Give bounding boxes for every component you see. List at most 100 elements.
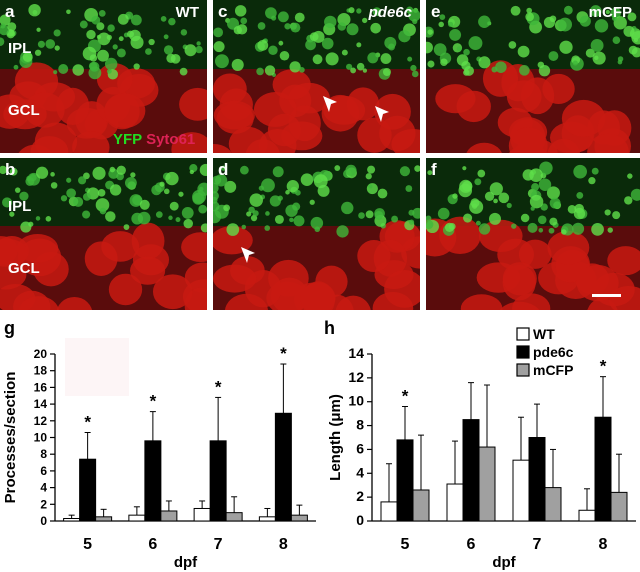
y-tick-label: 8 (356, 417, 364, 433)
y-tick-label: 2 (40, 497, 47, 511)
panel-label-a: a (5, 2, 15, 21)
yfp-label: YFP (113, 131, 142, 148)
legend-label: mCFP (533, 362, 573, 378)
micrograph-image (213, 158, 420, 310)
bar-pde6c (396, 439, 414, 522)
y-tick-label: 0 (40, 514, 47, 528)
bar-pde6c (79, 458, 97, 522)
y-tick-label: 18 (34, 364, 48, 378)
arrowhead-icon (241, 247, 255, 263)
micrograph-image (213, 0, 420, 153)
bar-wt (63, 517, 81, 522)
legend-swatch (516, 327, 530, 341)
bar-mcfp (290, 514, 308, 522)
bar-mcfp (610, 491, 628, 522)
x-axis-label: dpf (174, 554, 198, 571)
micrograph-panel-d: d (213, 158, 420, 310)
panel-label-g: g (4, 318, 15, 338)
panel-label-d: d (218, 160, 229, 179)
panel-label-e: e (431, 2, 441, 21)
arrowhead-icon (375, 106, 389, 122)
bar-pde6c (528, 437, 546, 522)
micrograph-image (426, 158, 640, 310)
y-axis-label: Processes/section (2, 372, 19, 504)
bar-wt (446, 483, 464, 522)
condition-label: pde6c (368, 4, 412, 21)
legend-label: pde6c (533, 344, 574, 360)
x-tick-label: 8 (279, 536, 288, 553)
chart-process-length: 0 2 4 6 8 10 12 14 Length (μm) * 5 6 7 * 8 dpf WT pde6c mC… (327, 326, 636, 571)
micrograph-panel-f: f (426, 158, 640, 310)
y-tick-label: 20 (34, 347, 48, 361)
panel-label-h: h (324, 318, 335, 338)
x-tick-label: 7 (533, 536, 542, 553)
bar-mcfp (160, 510, 178, 522)
y-tick-label: 12 (34, 414, 48, 428)
chart-processes-per-section: 0 2 4 6 8 10 12 14 16 18 20 Processes/section * 5 * 6 * 7… (2, 338, 316, 571)
bar-mcfp (225, 512, 243, 522)
bar-wt (578, 509, 596, 522)
micrograph-image (0, 158, 207, 310)
legend-swatch (516, 363, 530, 377)
significance-marker: * (215, 377, 222, 396)
micrograph-image (426, 0, 640, 153)
x-tick-label: 6 (148, 536, 157, 553)
panel-label-c: c (218, 2, 228, 21)
micrograph-panel-b: b IPL GCL (0, 158, 207, 310)
micrograph-panel-e: e mCFP (426, 0, 640, 153)
y-tick-label: 14 (348, 345, 364, 361)
y-tick-label: 4 (356, 464, 364, 480)
panel-label-f: f (431, 160, 437, 179)
bar-pde6c (274, 412, 292, 522)
legend-label: WT (533, 326, 555, 342)
micrograph-panel-a: a WT IPL GCL YFP Syto61 (0, 0, 207, 153)
significance-marker: * (84, 412, 91, 431)
y-axis-label: Length (μm) (327, 394, 344, 481)
y-tick-label: 16 (34, 380, 48, 394)
bar-mcfp (478, 446, 496, 522)
bar-wt (512, 459, 530, 522)
gcl-label: GCL (8, 260, 40, 277)
panel-label-b: b (5, 160, 16, 179)
bar-wt (193, 507, 211, 522)
significance-marker: * (600, 357, 607, 376)
x-tick-label: 5 (83, 536, 92, 553)
y-tick-label: 0 (356, 512, 364, 528)
condition-label: WT (175, 4, 199, 21)
bar-mcfp (95, 516, 113, 522)
y-tick-label: 6 (356, 440, 364, 456)
scale-bar (592, 294, 621, 297)
bar-pde6c (144, 440, 162, 522)
condition-label: mCFP (588, 4, 632, 21)
chart-legend: WT pde6c mCFP (516, 326, 574, 378)
y-tick-label: 2 (356, 488, 364, 504)
ipl-label: IPL (8, 40, 32, 57)
y-tick-label: 6 (40, 464, 47, 478)
bar-pde6c (594, 416, 612, 522)
stain-legend: YFP Syto61 (113, 131, 195, 148)
background-artifact (65, 338, 129, 396)
x-tick-label: 6 (467, 536, 476, 553)
legend-swatch (516, 345, 530, 359)
bar-wt (128, 514, 146, 522)
y-tick-label: 12 (348, 369, 364, 385)
x-tick-label: 7 (214, 536, 223, 553)
bar-wt (258, 516, 276, 522)
y-tick-label: 4 (40, 481, 47, 495)
micrograph-image (0, 0, 207, 153)
bar-pde6c (462, 419, 480, 522)
y-tick-label: 10 (34, 431, 48, 445)
micrograph-panel-c: c pde6c (213, 0, 420, 153)
arrowhead-icon (323, 96, 337, 112)
y-tick-label: 8 (40, 447, 47, 461)
bar-wt (380, 501, 398, 522)
significance-marker: * (150, 392, 157, 411)
x-tick-label: 5 (401, 536, 410, 553)
syto61-label: Syto61 (146, 131, 196, 148)
x-tick-label: 8 (599, 536, 608, 553)
bar-pde6c (209, 440, 227, 522)
bar-mcfp (412, 489, 430, 522)
gcl-label: GCL (8, 102, 40, 119)
y-tick-label: 14 (34, 397, 48, 411)
significance-marker: * (280, 344, 287, 363)
